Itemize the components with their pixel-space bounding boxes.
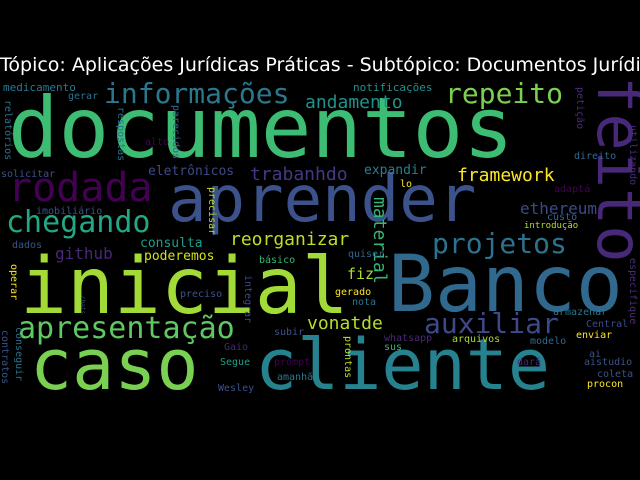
cloud-word: eletrônicos [148,164,235,179]
cloud-word: dados [12,240,43,251]
cloud-word: lo [400,179,413,190]
cloud-word: Banco [388,240,623,330]
cloud-word: prompt [274,357,311,368]
cloud-word: cliente [255,324,551,400]
cloud-word: whatsapp [384,333,433,344]
cloud-word: arquivos [452,334,501,345]
cloud-word: reorganizar [230,229,350,250]
cloud-word: gerar [68,91,99,102]
cloud-word: poderemos [144,249,215,264]
cloud-word: medicamento [3,81,76,94]
cloud-word: nota [352,297,377,308]
cloud-word: expandir [364,163,427,178]
cloud-word: amanhã [277,372,314,383]
cloud-word: aprender [168,163,477,237]
cloud-word: integrar [242,275,253,324]
cloud-word: trabanhdo [250,164,348,185]
cloud-word: github [55,244,113,263]
cloud-word: dará [517,357,542,368]
cloud-word: chats [79,296,86,315]
cloud-word: apresentação [18,311,235,346]
cloud-word: projetos [432,227,567,260]
cloud-word: chegando [6,205,151,240]
cloud-word: Segue [220,357,251,368]
cloud-word: preciso [180,289,223,300]
cloud-word: ai [589,349,602,360]
cloud-word: solicitar [1,169,56,180]
cloud-word: parecidos [170,105,181,160]
cloud-word: adaptá [554,184,591,195]
cloud-word: subir [274,327,305,338]
cloud-word: especifique [627,258,638,325]
cloud-word: contratos [0,330,10,385]
cloud-word: Gaio [224,342,249,353]
cloud-word: informações [104,80,290,110]
cloud-word: imobiliário [36,206,103,217]
cloud-word: petição [574,87,585,130]
cloud-word: repeito [445,80,564,110]
cloud-word: vonatde [307,313,383,334]
cloud-word: introdução [524,221,579,231]
cloud-word: alto [145,137,170,148]
cloud-word: respostas [115,107,126,162]
cloud-word: operar [8,264,19,301]
cloud-word: direito [574,151,617,162]
cloud-word: aistudio [584,357,633,368]
cloud-word: relatórios [2,100,13,161]
cloud-word: procon [587,379,624,390]
cloud-word: consulta [140,236,203,251]
cloud-word: precisar [206,187,217,236]
cloud-word: modelo [530,336,567,347]
cloud-word: armazenar [553,307,608,318]
cloud-word: framework [457,165,555,186]
cloud-word: prontas [342,336,353,379]
cloud-word: utilizando [627,125,638,186]
cloud-word: caso [30,324,199,400]
cloud-word: custo [547,212,578,223]
cloud-word: fiz [347,265,375,283]
cloud-word: básico [259,255,296,266]
cloud-word: notificações [353,81,433,94]
cloud-word: enviar [576,330,613,341]
cloud-word: inicial [20,242,349,332]
cloud-word: quiser [348,249,385,260]
cloud-word: sus [384,342,403,353]
cloud-word: Wesley [218,383,255,394]
chart-title: Tópico: Aplicações Jurídicas Práticas - … [0,54,640,76]
cloud-word: documentos [8,80,514,177]
cloud-word: andamento [305,92,403,113]
word-cloud: documentos inicial Banco caso cliente aprende… [0,80,640,400]
cloud-word: conseguir [13,327,24,382]
cloud-word: gerado [335,287,372,298]
cloud-word: ethereum [520,199,598,218]
cloud-word: Central [586,319,629,330]
cloud-word: auxiliar [424,307,559,340]
cloud-word: rodada [8,165,153,211]
cloud-word: coleta [597,369,634,380]
